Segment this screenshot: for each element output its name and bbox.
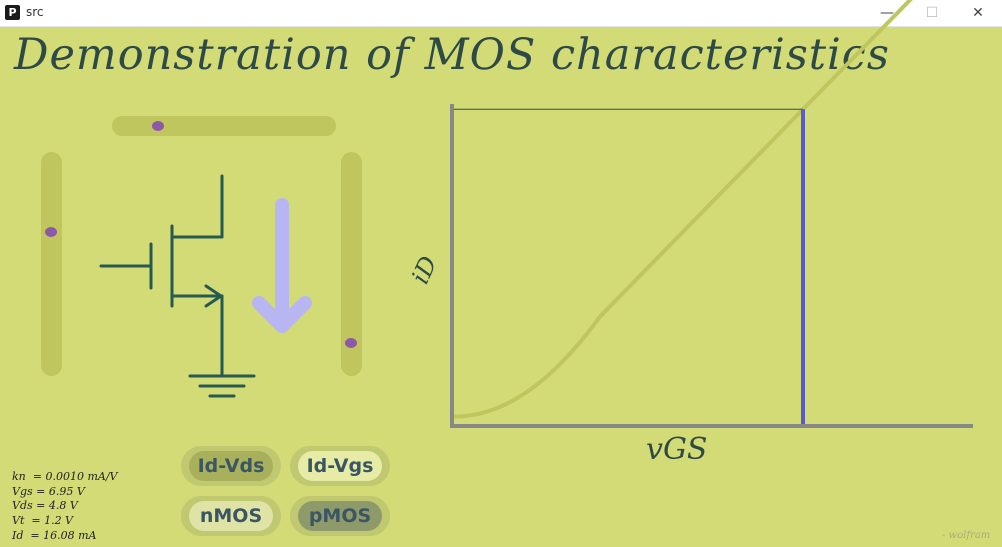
current-arrow-icon [252, 198, 312, 333]
x-axis-label: vGS [646, 432, 708, 467]
id-vds-label: Id-Vds [189, 451, 273, 481]
gate-slider-knob[interactable] [152, 121, 164, 131]
pmos-button[interactable]: pMOS [290, 496, 390, 536]
plot-area [450, 0, 973, 428]
page-title: Demonstration of MOS characteristics [14, 30, 890, 80]
param-vds: Vds = 4.8 V [12, 499, 78, 513]
param-vt: Vt = 1.2 V [12, 514, 74, 528]
right-slider-track[interactable] [341, 152, 362, 376]
param-kn: kn = 0.0010 mA/V [12, 470, 118, 483]
close-button[interactable]: ✕ [972, 5, 984, 21]
id-vgs-button[interactable]: Id-Vgs [290, 446, 390, 486]
pmos-label: pMOS [298, 501, 382, 531]
window-titlebar: P src — ☐ ✕ [0, 0, 1002, 27]
id-vgs-label: Id-Vgs [298, 451, 382, 481]
maximize-button[interactable]: ☐ [925, 5, 939, 21]
window-title: src [26, 5, 44, 19]
right-slider-knob[interactable] [345, 337, 357, 348]
processing-app-icon: P [5, 5, 20, 20]
minimize-button[interactable]: — [880, 5, 894, 21]
left-slider-track[interactable] [41, 152, 62, 376]
nmos-label: nMOS [189, 501, 273, 531]
id-vgs-curve [453, 0, 913, 419]
id-vds-button[interactable]: Id-Vds [181, 446, 281, 486]
parameter-readout: kn = 0.0010 mA/V Vgs = 6.95 V Vds = 4.8 … [12, 470, 117, 544]
mosfet-symbol [99, 174, 256, 398]
param-id: Id = 16.08 mA [12, 528, 97, 542]
gate-slider-track[interactable] [112, 116, 336, 136]
credit-text: - wolfram [942, 530, 991, 541]
nmos-button[interactable]: nMOS [181, 496, 281, 536]
param-vgs: Vgs = 6.95 V [12, 484, 85, 498]
left-slider-knob[interactable] [45, 226, 57, 237]
